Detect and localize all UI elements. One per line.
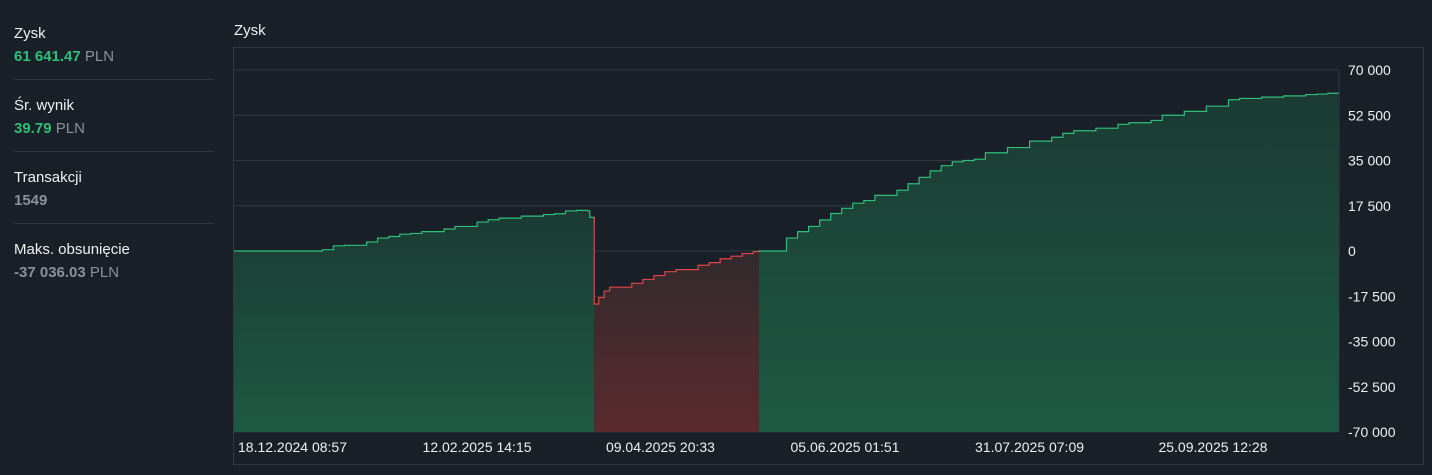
area-positive-start — [234, 210, 595, 432]
area-positive-end — [758, 91, 1339, 432]
x-tick-label: 12.02.2025 14:15 — [423, 439, 532, 455]
stat-avg-value: 39.79 — [14, 120, 52, 137]
y-tick-label: 35 000 — [1348, 153, 1391, 169]
stat-profit-value-row: 61 641.47 PLN — [14, 46, 214, 68]
stat-drawdown-label: Maks. obsunięcie — [14, 241, 130, 258]
stat-trades-value: 1549 — [14, 192, 48, 209]
stat-profit-currency: PLN — [84, 48, 115, 65]
stat-drawdown-currency: PLN — [89, 264, 120, 281]
y-tick-label: 52 500 — [1348, 107, 1391, 123]
x-tick-label: 09.04.2025 20:33 — [606, 439, 715, 455]
stat-profit-value: 61 641.47 — [14, 48, 81, 65]
stat-profit: Zysk 61 641.47 PLN — [14, 20, 214, 80]
stat-drawdown-value: -37 036.03 — [14, 264, 86, 281]
stats-panel: Zysk 61 641.47 PLN Śr. wynik 39.79 PLN T… — [14, 20, 214, 308]
stat-avg-currency: PLN — [55, 120, 85, 137]
stat-drawdown-value-row: -37 036.03 PLN — [14, 262, 214, 284]
x-tick-label: 31.07.2025 07:09 — [975, 439, 1084, 455]
y-tick-label: 70 000 — [1348, 62, 1391, 78]
series-line-positive-start — [234, 209, 595, 252]
stat-avg: Śr. wynik 39.79 PLN — [14, 92, 214, 152]
series-line-negative — [593, 217, 760, 305]
y-tick-label: 0 — [1348, 243, 1356, 259]
stat-profit-label: Zysk — [14, 25, 46, 42]
y-tick-label: -70 000 — [1348, 424, 1396, 440]
series-line-positive-end — [758, 91, 1340, 252]
y-tick-label: -35 000 — [1348, 334, 1396, 350]
chart-title: Zysk — [234, 22, 266, 39]
stat-trades-value-row: 1549 — [14, 190, 214, 212]
x-tick-label: 05.06.2025 01:51 — [791, 439, 900, 455]
stat-trades-label: Transakcji — [14, 169, 82, 186]
stat-avg-label: Śr. wynik — [14, 97, 75, 114]
x-tick-label: 25.09.2025 12:28 — [1158, 439, 1267, 455]
area-negative — [594, 217, 759, 432]
chart-frame — [233, 47, 1424, 465]
y-tick-label: -17 500 — [1348, 288, 1396, 304]
x-tick-label: 18.12.2024 08:57 — [238, 439, 347, 455]
y-tick-label: -52 500 — [1348, 379, 1396, 395]
stat-trades: Transakcji 1549 — [14, 164, 214, 224]
y-tick-label: 17 500 — [1348, 198, 1391, 214]
stat-drawdown: Maks. obsunięcie -37 036.03 PLN — [14, 236, 214, 296]
stat-avg-value-row: 39.79 PLN — [14, 118, 214, 140]
